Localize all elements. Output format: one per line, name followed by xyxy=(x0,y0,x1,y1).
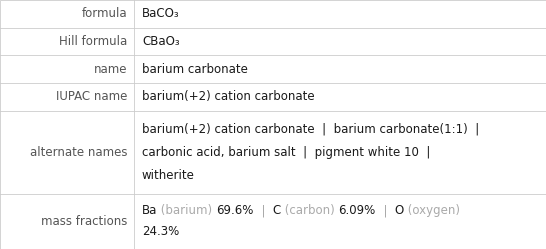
Text: (oxygen): (oxygen) xyxy=(404,204,460,217)
Text: |: | xyxy=(253,204,272,217)
Text: Hill formula: Hill formula xyxy=(59,35,127,48)
Text: barium carbonate: barium carbonate xyxy=(142,63,248,76)
Text: barium(+2) cation carbonate  |  barium carbonate(1:1)  |: barium(+2) cation carbonate | barium car… xyxy=(142,123,479,136)
Text: formula: formula xyxy=(81,7,127,20)
Text: C: C xyxy=(272,204,281,217)
Text: name: name xyxy=(94,63,127,76)
Text: Ba: Ba xyxy=(142,204,157,217)
Text: carbonic acid, barium salt  |  pigment white 10  |: carbonic acid, barium salt | pigment whi… xyxy=(142,146,430,159)
Text: 24.3%: 24.3% xyxy=(142,226,179,239)
Text: witherite: witherite xyxy=(142,169,195,182)
Text: (barium): (barium) xyxy=(157,204,216,217)
Text: CBaO₃: CBaO₃ xyxy=(142,35,180,48)
Text: (carbon): (carbon) xyxy=(281,204,339,217)
Text: barium(+2) cation carbonate: barium(+2) cation carbonate xyxy=(142,90,314,103)
Text: |: | xyxy=(376,204,395,217)
Text: 69.6%: 69.6% xyxy=(216,204,253,217)
Text: mass fractions: mass fractions xyxy=(41,215,127,228)
Text: IUPAC name: IUPAC name xyxy=(56,90,127,103)
Text: O: O xyxy=(395,204,404,217)
Text: 6.09%: 6.09% xyxy=(339,204,376,217)
Text: alternate names: alternate names xyxy=(29,146,127,159)
Text: BaCO₃: BaCO₃ xyxy=(142,7,180,20)
